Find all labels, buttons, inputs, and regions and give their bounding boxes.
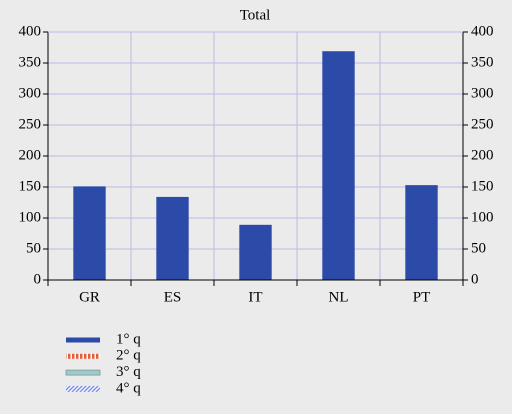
legend-swatch <box>65 369 101 376</box>
y2-tick-label: 200 <box>471 147 494 163</box>
x-tick-label: IT <box>248 289 262 305</box>
x-tick-label: ES <box>164 289 182 305</box>
y-tick-label: 200 <box>19 147 42 163</box>
y2-tick-label: 0 <box>471 271 479 287</box>
y2-tick-label: 150 <box>471 178 494 194</box>
bar <box>322 51 355 280</box>
y-tick-label: 50 <box>26 240 41 256</box>
legend-swatch <box>66 385 100 392</box>
bar <box>156 196 189 280</box>
y2-tick-label: 250 <box>471 116 494 132</box>
legend-label: 3° q <box>116 364 141 380</box>
legend-label: 1° q <box>116 331 141 347</box>
x-tick-label: PT <box>413 289 431 305</box>
y2-tick-label: 50 <box>471 240 486 256</box>
legend-label: 4° q <box>116 380 141 396</box>
y-tick-label: 300 <box>19 85 42 101</box>
y-tick-label: 150 <box>19 178 42 194</box>
y-tick-label: 0 <box>34 271 42 287</box>
legend-label: 2° q <box>116 348 141 364</box>
x-tick-label: GR <box>79 289 100 305</box>
y2-tick-label: 300 <box>471 85 494 101</box>
y2-tick-label: 100 <box>471 209 494 225</box>
bar <box>405 185 438 280</box>
y-tick-label: 400 <box>19 23 42 39</box>
y-tick-label: 350 <box>19 54 42 70</box>
chart-title: Total <box>240 7 271 23</box>
bar <box>73 186 106 280</box>
x-tick-label: NL <box>329 289 349 305</box>
y-tick-label: 100 <box>19 209 42 225</box>
legend-swatch <box>66 353 100 359</box>
legend-swatch <box>66 337 100 343</box>
y2-tick-label: 350 <box>471 54 494 70</box>
y-tick-label: 250 <box>19 116 42 132</box>
bar <box>239 224 272 280</box>
y2-tick-label: 400 <box>471 23 494 39</box>
